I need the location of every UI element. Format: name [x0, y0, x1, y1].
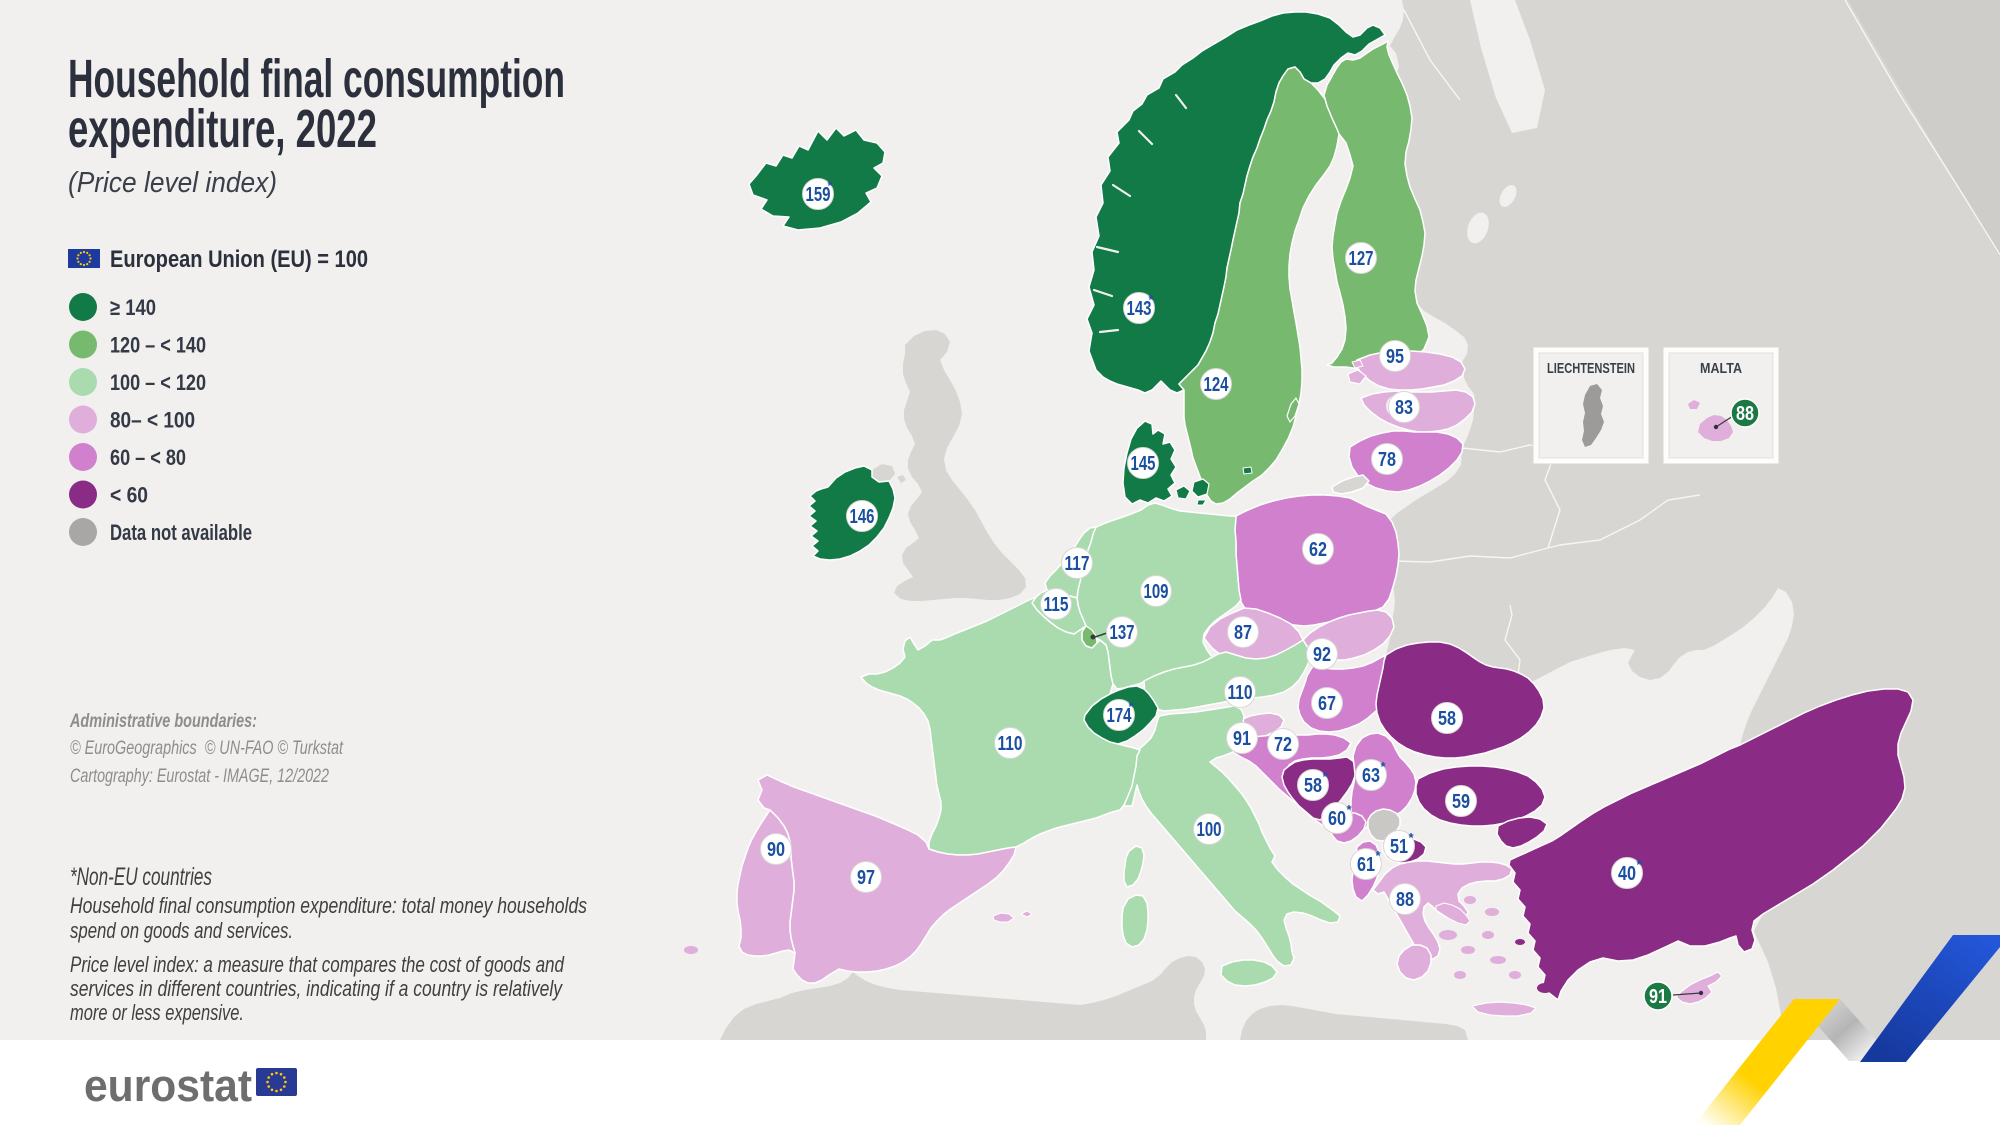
svg-text:97: 97 [857, 867, 875, 889]
svg-text:© EuroGeographics © UN-FAO ©: © EuroGeographics © UN-FAO © Turkstat [70, 738, 344, 759]
svg-text:100: 100 [1197, 819, 1222, 841]
svg-text:159: 159 [806, 184, 831, 206]
svg-text:146: 146 [850, 506, 875, 528]
svg-text:78: 78 [1378, 449, 1396, 471]
svg-text:91: 91 [1649, 986, 1667, 1008]
svg-text:*: * [1129, 699, 1135, 714]
svg-text:eurostat: eurostat [84, 1060, 252, 1111]
svg-text:88: 88 [1396, 889, 1414, 911]
svg-text:174: 174 [1107, 705, 1133, 727]
svg-text:58: 58 [1304, 775, 1322, 797]
svg-text:90: 90 [767, 839, 785, 861]
svg-text:61: 61 [1357, 854, 1375, 876]
svg-text:67: 67 [1318, 693, 1336, 715]
svg-text:*: * [1149, 292, 1155, 307]
svg-text:145: 145 [1131, 453, 1156, 475]
svg-text:(Price level index): (Price level index) [68, 167, 277, 199]
svg-text:expenditure, 2022: expenditure, 2022 [68, 99, 377, 159]
svg-text:115: 115 [1044, 594, 1069, 616]
svg-text:Administrative boundaries:: Administrative boundaries: [69, 711, 257, 732]
svg-text:*: * [1381, 759, 1387, 774]
svg-text:137: 137 [1110, 622, 1135, 644]
svg-text:*: * [1637, 857, 1643, 872]
svg-text:117: 117 [1065, 553, 1090, 575]
svg-text:60: 60 [1328, 808, 1346, 830]
svg-text:58: 58 [1438, 708, 1456, 730]
svg-text:Cartography: Eurostat - IMAGE,: Cartography: Eurostat - IMAGE, 12/2022 [70, 766, 329, 787]
svg-text:63: 63 [1362, 765, 1380, 787]
svg-text:*: * [828, 178, 834, 193]
svg-text:≥ 140: ≥ 140 [110, 295, 156, 320]
svg-text:109: 109 [1144, 581, 1169, 603]
svg-text:110: 110 [1228, 682, 1253, 704]
svg-text:more or less expensive.: more or less expensive. [70, 1000, 244, 1025]
svg-text:62: 62 [1309, 539, 1327, 561]
svg-text:83: 83 [1395, 397, 1413, 419]
svg-text:< 60: < 60 [110, 483, 148, 508]
svg-text:80– < 100: 80– < 100 [110, 408, 195, 433]
svg-text:120 – < 140: 120 – < 140 [110, 333, 206, 358]
svg-text:Data not available: Data not available [110, 520, 252, 545]
svg-text:40: 40 [1618, 863, 1636, 885]
svg-text:*Non-EU countries: *Non-EU countries [70, 863, 212, 891]
svg-text:87: 87 [1234, 622, 1252, 644]
svg-text:51: 51 [1390, 836, 1408, 858]
svg-text:LIECHTENSTEIN: LIECHTENSTEIN [1547, 360, 1635, 377]
svg-text:92: 92 [1313, 644, 1331, 666]
svg-text:95: 95 [1386, 346, 1404, 368]
svg-text:MALTA: MALTA [1700, 360, 1742, 377]
svg-text:European Union (EU) = 100: European Union (EU) = 100 [110, 246, 368, 273]
svg-text:91: 91 [1233, 728, 1251, 750]
svg-text:143: 143 [1127, 298, 1152, 320]
svg-text:spend on goods and services.: spend on goods and services. [70, 918, 293, 943]
svg-text:60 – < 80: 60 – < 80 [110, 445, 186, 470]
svg-text:100 – < 120: 100 – < 120 [110, 370, 206, 395]
svg-text:88: 88 [1736, 403, 1754, 425]
svg-text:Price level index: a measure t: Price level index: a measure that compar… [70, 952, 565, 977]
svg-text:124: 124 [1204, 374, 1230, 396]
svg-text:110: 110 [998, 733, 1023, 755]
svg-text:services in different countrie: services in different countries, indicat… [70, 976, 564, 1001]
svg-text:127: 127 [1349, 248, 1374, 270]
svg-text:Household final consumption: Household final consumption [68, 49, 565, 109]
svg-text:72: 72 [1274, 734, 1292, 756]
svg-text:Household final consumption ex: Household final consumption expenditure:… [70, 893, 587, 918]
svg-text:59: 59 [1452, 791, 1470, 813]
svg-text:*: * [1347, 802, 1353, 817]
svg-text:*: * [1376, 848, 1382, 863]
svg-text:*: * [1323, 769, 1329, 784]
svg-text:*: * [1409, 830, 1415, 845]
